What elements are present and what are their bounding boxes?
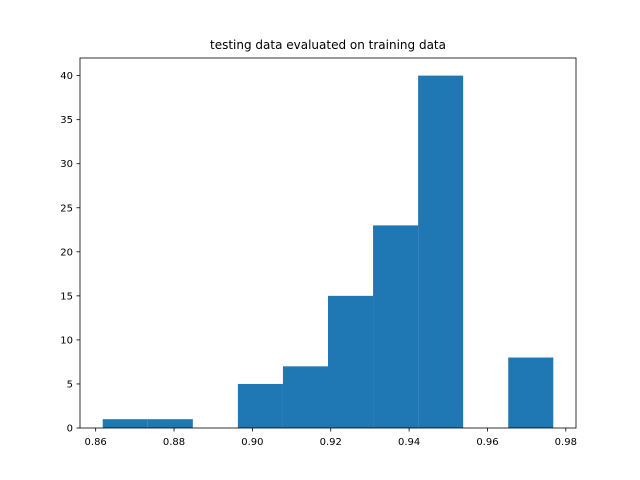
- y-tick-label: 30: [60, 159, 73, 170]
- x-axis-ticks: 0.86 0.88 0.90 0.92 0.94 0.96 0.98: [85, 428, 577, 448]
- x-tick-label: 0.92: [320, 437, 342, 448]
- x-tick-label: 0.86: [85, 437, 107, 448]
- histogram-bar: [508, 357, 554, 428]
- y-tick-label: 25: [60, 203, 73, 214]
- histogram-bar: [418, 75, 464, 428]
- histogram-bar: [147, 419, 193, 428]
- x-tick-label: 0.94: [398, 437, 420, 448]
- x-tick-label: 0.96: [476, 437, 498, 448]
- y-tick-label: 15: [60, 291, 73, 302]
- y-axis-ticks: 0 5 10 15 20 25 30 35 40: [60, 71, 80, 435]
- y-tick-label: 35: [60, 115, 73, 126]
- y-tick-label: 0: [67, 424, 73, 435]
- plot-frame: [79, 57, 577, 429]
- histogram-bar: [373, 225, 419, 428]
- x-tick-label: 0.88: [163, 437, 185, 448]
- histogram-bar: [282, 366, 328, 428]
- bars-group: [102, 75, 554, 428]
- histogram-bar: [328, 295, 374, 428]
- y-tick-label: 20: [60, 247, 73, 258]
- y-tick-label: 40: [60, 71, 73, 82]
- histogram-bar: [237, 383, 283, 428]
- chart-title: testing data evaluated on training data: [210, 38, 446, 52]
- histogram-bar: [102, 419, 148, 428]
- y-tick-label: 10: [60, 335, 73, 346]
- x-tick-label: 0.98: [555, 437, 577, 448]
- y-tick-label: 5: [67, 379, 73, 390]
- x-tick-label: 0.90: [241, 437, 263, 448]
